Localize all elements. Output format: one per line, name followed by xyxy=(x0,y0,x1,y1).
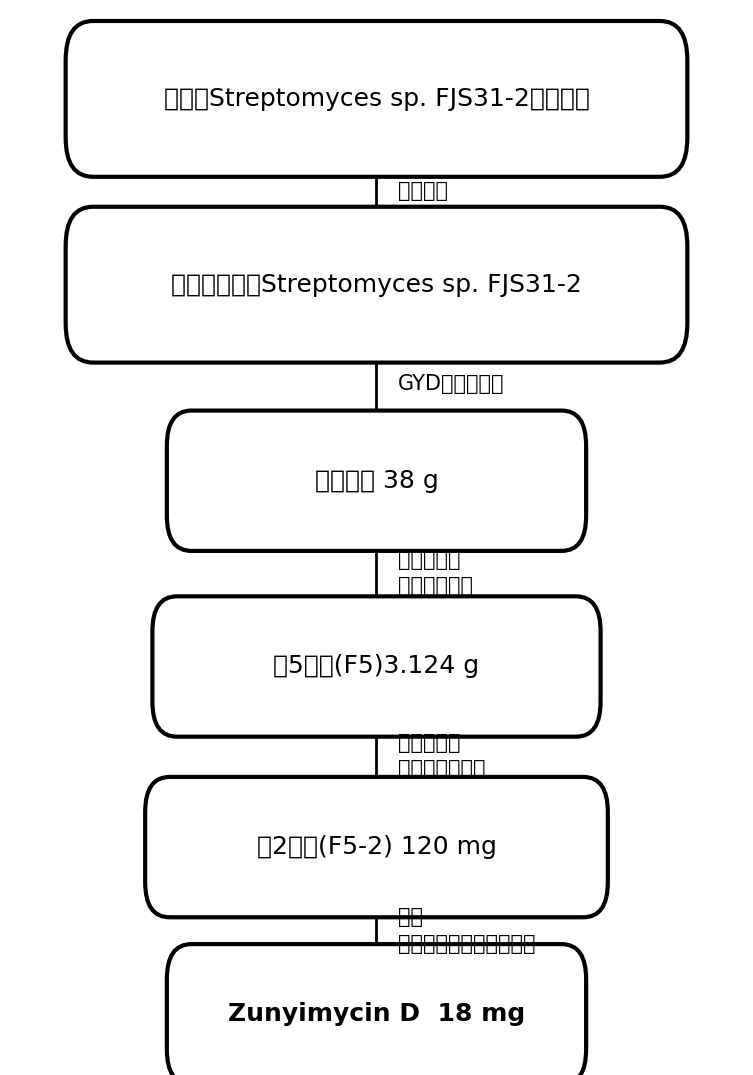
Text: 发酵产物 38 g: 发酵产物 38 g xyxy=(315,469,438,492)
FancyBboxPatch shape xyxy=(66,22,687,176)
Text: 硅胶柱层析
石油醚丙酮洗脱: 硅胶柱层析 石油醚丙酮洗脱 xyxy=(398,733,486,779)
Text: 硅胶柱层析
氯仿丙酮洗脱: 硅胶柱层析 氯仿丙酮洗脱 xyxy=(398,550,473,597)
Text: 第2组分(F5-2) 120 mg: 第2组分(F5-2) 120 mg xyxy=(257,835,496,859)
FancyBboxPatch shape xyxy=(145,777,608,917)
Text: 第三代链霉菌Streptomyces sp. FJS31-2: 第三代链霉菌Streptomyces sp. FJS31-2 xyxy=(171,273,582,297)
Text: GYD培养基培养: GYD培养基培养 xyxy=(398,374,505,393)
FancyBboxPatch shape xyxy=(152,597,601,736)
Text: 刮板
氯仿丙酮洗脱加甲酸展开: 刮板 氯仿丙酮洗脱加甲酸展开 xyxy=(398,907,535,954)
Text: Zunyimycin D  18 mg: Zunyimycin D 18 mg xyxy=(228,1002,525,1027)
FancyBboxPatch shape xyxy=(66,206,687,362)
Text: 链霉菌Streptomyces sp. FJS31-2菌株活化: 链霉菌Streptomyces sp. FJS31-2菌株活化 xyxy=(163,87,590,111)
FancyBboxPatch shape xyxy=(167,944,586,1075)
Text: 第5组分(F5)3.124 g: 第5组分(F5)3.124 g xyxy=(273,655,480,678)
FancyBboxPatch shape xyxy=(167,411,586,550)
Text: 传代三次: 传代三次 xyxy=(398,182,448,201)
